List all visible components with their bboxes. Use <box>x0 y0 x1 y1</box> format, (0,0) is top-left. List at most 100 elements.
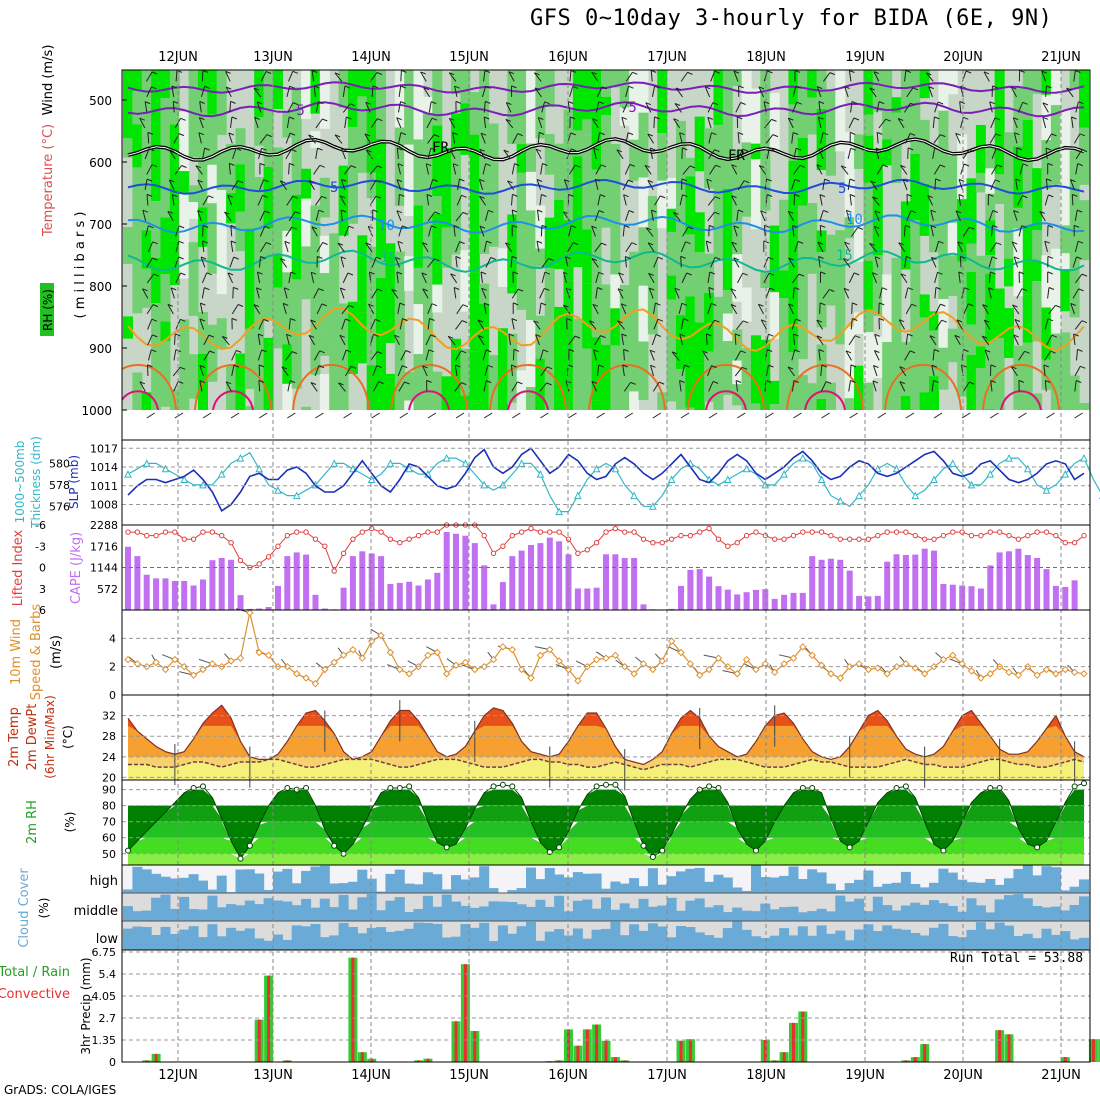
wind-barb-flag <box>995 133 1001 137</box>
rh-cell <box>516 230 527 258</box>
wind-barb <box>483 101 486 113</box>
wind-barb <box>286 334 290 346</box>
wind-barb-flag <box>230 240 237 244</box>
li-tick: 6 <box>39 604 46 617</box>
wind-barb <box>872 196 880 206</box>
wind-barb <box>733 257 740 268</box>
wind-barb-flag <box>768 333 774 337</box>
rh-cell <box>291 87 302 126</box>
cloud-cell <box>844 883 855 893</box>
wind-barb-flag <box>788 257 794 261</box>
wind-barb-flag <box>376 256 382 260</box>
precip-conv-bar <box>688 1039 692 1062</box>
temp-tick: 32 <box>102 710 116 723</box>
wind-barb <box>879 287 883 299</box>
wind-barb <box>792 273 800 284</box>
pressure-tick: 800 <box>89 280 112 294</box>
cape-bar <box>275 585 281 610</box>
wind-speed-point <box>396 665 404 674</box>
wind-barb <box>511 381 518 392</box>
wind-barb-flag <box>1070 179 1076 183</box>
rh-cell <box>1041 255 1052 308</box>
wind-barb <box>844 241 851 253</box>
wind-barb <box>900 273 908 284</box>
wind-barb <box>955 133 961 144</box>
wind-barb <box>982 304 989 315</box>
wind-barb-flag <box>479 148 485 152</box>
wind-barb-flag <box>1024 350 1030 354</box>
wind-barb-flag <box>600 335 606 339</box>
wind-barb <box>671 351 680 361</box>
rh-point <box>237 855 244 862</box>
cape-bar <box>1052 585 1059 610</box>
wind-barb-flag <box>505 242 511 246</box>
wind-speed-point <box>292 670 301 678</box>
wind-barb <box>146 164 153 175</box>
thickness-line <box>127 451 1100 513</box>
wind-barb <box>735 102 742 113</box>
wind-barb <box>679 334 683 346</box>
rh-cell <box>1022 70 1033 94</box>
rh-cell <box>582 400 593 410</box>
surface-barb <box>624 412 634 419</box>
wind-barb-flag <box>318 209 324 213</box>
wind-barb <box>539 288 545 299</box>
wind-barb-flag <box>485 85 491 89</box>
cloud-cell <box>273 934 283 950</box>
li-point <box>978 532 984 539</box>
cloud-cell <box>273 871 283 893</box>
cloud-cell <box>732 907 743 921</box>
wind-barb-flag <box>400 132 407 136</box>
cloud-cell <box>301 898 312 921</box>
wind-barb-flag <box>845 350 852 354</box>
wind-barb <box>397 163 401 175</box>
rh-cell <box>1032 281 1043 342</box>
cloud-cell <box>1050 906 1061 921</box>
li-point <box>706 525 712 532</box>
rh-cell <box>919 317 930 393</box>
cape-bar <box>143 574 150 610</box>
date-label-bottom: 15JUN <box>449 1068 489 1083</box>
wind-barb-flag <box>1012 304 1018 308</box>
wind-barb-flag <box>261 147 267 151</box>
cape-bar <box>415 585 422 610</box>
wind-speed-point <box>471 665 479 674</box>
surface-barb <box>765 412 774 419</box>
cloud-cell <box>291 883 302 893</box>
wind-barb-flag <box>591 225 597 229</box>
wind-speed-point <box>349 645 357 654</box>
rh-cell <box>994 399 1005 410</box>
wind-barb <box>680 241 686 253</box>
surface-barb <box>1074 412 1083 419</box>
wind-barb-flag <box>630 381 636 385</box>
rh-cell <box>235 164 246 197</box>
wind-barb-flag <box>956 319 963 323</box>
wind-barb-flag <box>850 364 857 368</box>
wind-barb <box>511 163 515 175</box>
contour-25-dome <box>884 364 962 410</box>
wind-barb <box>231 304 239 315</box>
rh-cell <box>947 155 958 223</box>
contour-15 <box>127 249 1085 273</box>
wind-barb <box>820 381 827 392</box>
rh-cell <box>516 370 527 410</box>
wind-barb <box>146 86 152 98</box>
rh-cell <box>1032 70 1043 94</box>
rh-cell <box>966 324 977 355</box>
wind-speed-point <box>949 651 957 660</box>
li-point <box>509 532 515 539</box>
wind-barb <box>1018 225 1023 237</box>
rh-cell <box>526 143 537 172</box>
wind-barb-flag <box>462 211 469 215</box>
wind-barb-flag <box>591 71 597 75</box>
rh-cell <box>347 173 358 207</box>
li-point <box>940 532 947 539</box>
rh-cell <box>413 304 424 355</box>
cloud-cell <box>779 875 790 893</box>
rh-cell <box>226 365 237 410</box>
li-point <box>715 536 722 542</box>
rh-cell <box>582 93 593 120</box>
cloud-cell <box>169 908 180 921</box>
wind-barb-flag <box>737 116 743 120</box>
rh-cell <box>366 291 377 366</box>
